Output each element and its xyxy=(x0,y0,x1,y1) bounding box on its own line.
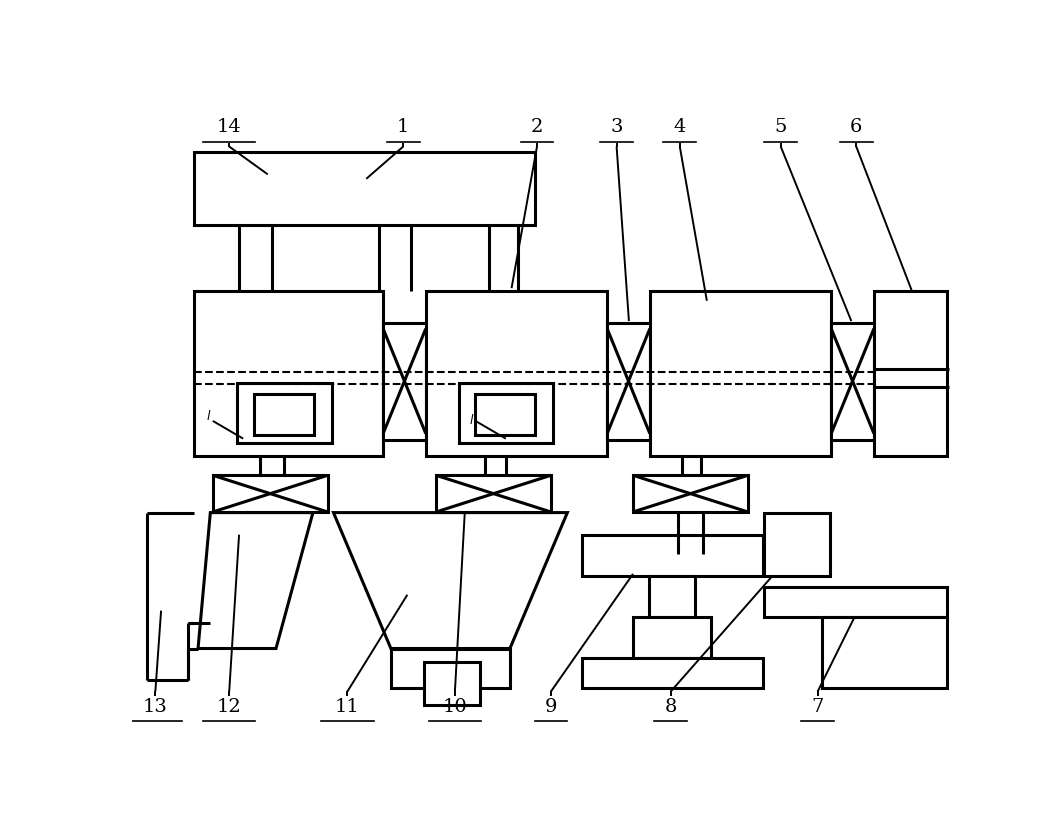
Text: 14: 14 xyxy=(217,118,241,136)
Bar xyxy=(391,649,510,688)
Text: 2: 2 xyxy=(531,118,543,136)
Bar xyxy=(237,383,331,443)
Text: 12: 12 xyxy=(217,698,241,716)
Text: 8: 8 xyxy=(665,698,677,716)
Bar xyxy=(822,617,947,688)
Text: l: l xyxy=(207,410,211,423)
Bar xyxy=(650,291,831,456)
Bar xyxy=(875,291,947,456)
Bar xyxy=(475,394,536,435)
Text: 5: 5 xyxy=(774,118,787,136)
Bar xyxy=(582,534,762,576)
Bar xyxy=(607,323,650,440)
Bar xyxy=(254,394,313,435)
Text: 13: 13 xyxy=(143,698,167,716)
Bar xyxy=(633,617,711,658)
Bar xyxy=(194,152,535,225)
Bar xyxy=(382,323,426,440)
Bar xyxy=(459,383,554,443)
Text: l: l xyxy=(469,415,473,428)
Bar xyxy=(213,475,327,512)
Text: 7: 7 xyxy=(811,698,824,716)
Bar xyxy=(831,323,875,440)
Text: 3: 3 xyxy=(610,118,623,136)
Text: 1: 1 xyxy=(397,118,410,136)
Bar xyxy=(765,586,947,617)
Bar xyxy=(765,512,830,576)
Bar xyxy=(424,663,480,705)
Text: 9: 9 xyxy=(544,698,557,716)
Bar xyxy=(633,475,748,512)
Text: 4: 4 xyxy=(674,118,686,136)
Bar xyxy=(649,576,695,617)
Bar xyxy=(436,475,551,512)
Bar xyxy=(582,658,762,688)
Text: 10: 10 xyxy=(443,698,467,716)
Text: 11: 11 xyxy=(335,698,360,716)
Text: 6: 6 xyxy=(850,118,862,136)
Bar xyxy=(426,291,607,456)
Bar xyxy=(194,291,382,456)
